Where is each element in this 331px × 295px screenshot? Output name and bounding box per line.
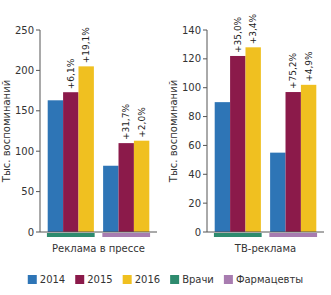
legend-swatch [75,275,84,284]
x-axis [40,232,157,233]
annotation: +3,4% [248,13,258,44]
legend-label: 2015 [87,274,112,285]
bar [270,153,285,232]
legend-label: 2016 [135,274,160,285]
y-tick-label: 140 [182,25,201,36]
y-tick-label: 50 [21,186,34,197]
y-tick [36,191,40,192]
y-tick-label: 20 [188,198,201,209]
y-tick-label: 60 [188,140,201,151]
bar [119,143,134,232]
category-indicator [269,233,317,237]
y-tick-label: 0 [28,227,34,238]
y-tick [203,232,207,233]
y-tick [203,174,207,175]
annotation: +4,9% [304,51,314,82]
legend-label: Врачи [182,274,214,285]
annotation: +2,0% [137,107,147,138]
bar [230,56,245,232]
bar [103,166,118,232]
bar [134,141,149,232]
y-tick [36,110,40,111]
y-tick [203,87,207,88]
y-tick [36,151,40,152]
annotation: +19,1% [81,27,91,64]
y-tick-label: 150 [15,105,34,116]
annotation: +31,7% [121,104,131,141]
legend-label: 2014 [40,274,65,285]
legend: 2014 2015 2016 Врачи Фармацевты [28,274,303,285]
bar [48,100,63,232]
bar [63,92,78,232]
y-tick-label: 100 [15,146,34,157]
chart-root: 050100150200250Тыс. воспоминаний+6,1%+19… [0,0,331,295]
panel: 0 50 100 150 200 250 Тыс. воспоминаний +6,1% +19… [1,25,157,255]
y-tick-label: 0 [195,227,201,238]
category-indicator [102,233,150,237]
legend-swatch [224,275,233,284]
y-tick-label: 200 [15,65,34,76]
y-tick [203,145,207,146]
y-tick [203,30,207,31]
annotation: +35,0% [233,16,243,53]
legend-swatch [123,275,132,284]
legend-swatch [28,275,37,284]
y-tick-label: 250 [15,25,34,36]
bar [78,66,93,232]
y-axis-label: Тыс. воспоминаний [168,80,179,183]
bar [286,92,301,232]
y-axis-label: Тыс. воспоминаний [1,80,12,183]
annotation: +6,1% [66,58,76,89]
legend-label: Фармацевты [236,274,303,285]
bar [215,102,230,232]
bars [48,66,150,232]
category-indicator [214,233,262,237]
annotation: +75,2% [288,52,298,89]
panel: 0 20 40 60 80 100 120 140 Тыс. воспоминаний +35,0… [168,13,324,254]
y-tick-label: 40 [188,169,201,180]
y-tick [36,30,40,31]
x-axis-label: Реклама в прессе [52,243,145,254]
y-axis [40,30,41,232]
y-tick-label: 120 [182,53,201,64]
y-axis [207,30,208,232]
y-tick [203,203,207,204]
y-tick [203,116,207,117]
y-tick [36,232,40,233]
x-axis [207,232,324,233]
y-tick-label: 100 [182,82,201,93]
y-tick [203,58,207,59]
y-tick [36,70,40,71]
bars [215,47,317,232]
legend-swatch [170,275,179,284]
y-tick-label: 80 [188,111,201,122]
bar [245,47,260,232]
x-axis-label: ТВ-реклама [234,243,296,254]
category-indicator [47,233,95,237]
bar [301,85,316,232]
